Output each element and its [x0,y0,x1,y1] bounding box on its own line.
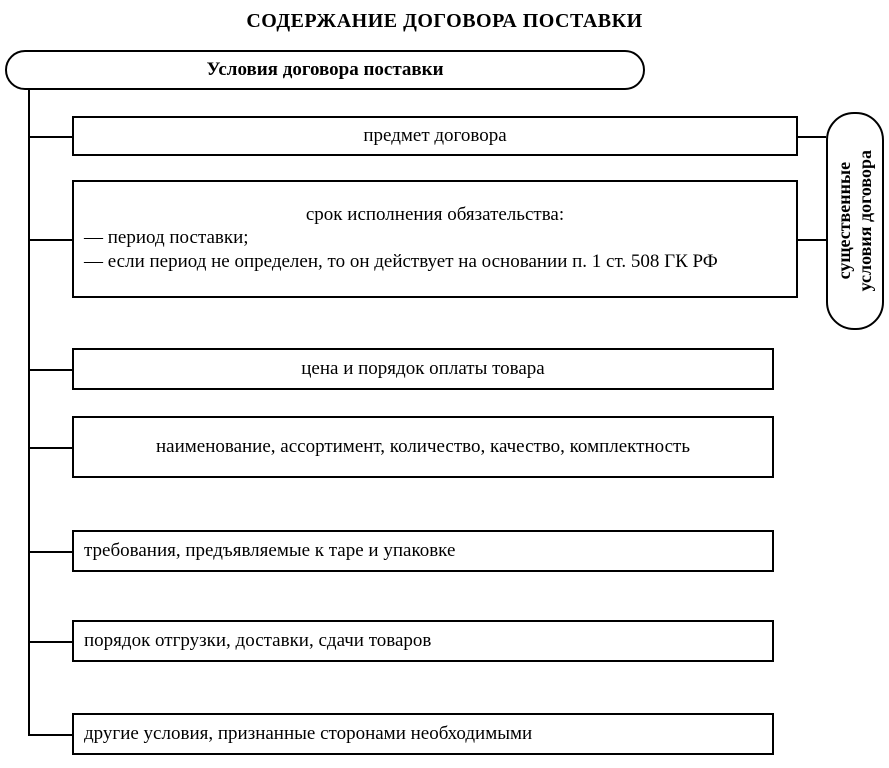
item-subject: предмет договора [72,116,798,156]
header-pill-label: Условия договора поставки [206,59,443,81]
item-shipping-label: порядок отгрузки, доставки, сдачи товаро… [84,630,762,652]
item-subject-label: предмет договора [84,125,786,147]
item-other: другие условия, признанные сторонами нео… [72,713,774,755]
connector-left [28,369,72,371]
item-term-title: срок исполнения обязательства: [84,204,786,226]
item-naming-label: наименование, ассортимент, количество, к… [84,436,762,458]
item-packaging: требования, предъявляемые к таре и упако… [72,530,774,572]
item-price-label: цена и порядок оплаты товара [84,358,762,380]
side-pill-line1: существенные [834,162,854,279]
side-pill: существенные условия договора [826,112,884,330]
item-term-bullet: — если период не определен, то он действ… [84,250,786,274]
page-title: СОДЕРЖАНИЕ ДОГОВОРА ПОСТАВКИ [0,0,889,33]
item-term-bullet: — период поставки; [84,226,786,250]
connector-right [798,239,826,241]
connector-left [28,447,72,449]
side-pill-line2: условия договора [855,150,875,291]
item-naming: наименование, ассортимент, количество, к… [72,416,774,478]
tree-vline [28,90,30,734]
item-shipping: порядок отгрузки, доставки, сдачи товаро… [72,620,774,662]
connector-left [28,136,72,138]
item-term: срок исполнения обязательства:— период п… [72,180,798,298]
connector-left [28,641,72,643]
side-pill-label: существенные условия договора [834,150,875,291]
item-packaging-label: требования, предъявляемые к таре и упако… [84,540,762,562]
header-pill: Условия договора поставки [5,50,645,90]
connector-left [28,551,72,553]
connector-left [28,239,72,241]
item-other-label: другие условия, признанные сторонами нео… [84,723,762,745]
connector-right [798,136,826,138]
item-price: цена и порядок оплаты товара [72,348,774,390]
connector-left [28,734,72,736]
